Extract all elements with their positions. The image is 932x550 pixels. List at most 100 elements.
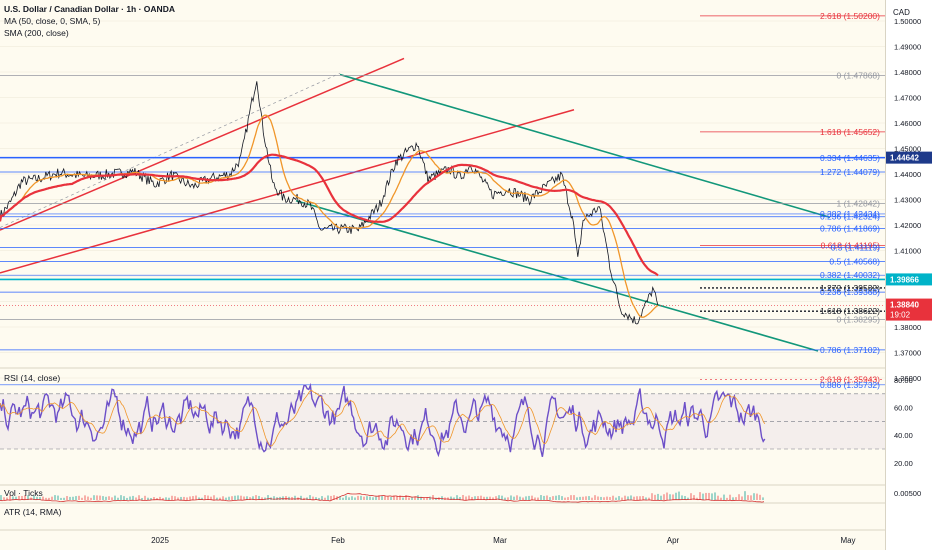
volume-bar [318, 497, 320, 500]
volume-bar [546, 495, 548, 500]
volume-bar [699, 492, 701, 500]
volume-bar [396, 495, 398, 500]
ma50-line [0, 114, 659, 318]
volume-bar [162, 497, 164, 500]
volume-bar [354, 497, 356, 500]
currency-label[interactable]: CAD [893, 8, 910, 17]
volume-bar [564, 497, 566, 500]
fib-level-label: 1.272 (1.44079) [820, 167, 880, 177]
volume-bar [84, 495, 86, 500]
ma-indicator-label[interactable]: MA (50, close, 0, SMA, 5) [4, 16, 101, 26]
volume-bar [639, 496, 641, 500]
rsi-layer [0, 382, 766, 458]
volume-bar [180, 496, 182, 500]
volume-bar [588, 496, 590, 500]
volume-bar [219, 497, 221, 500]
volume-bar [627, 496, 629, 500]
volume-bar [549, 497, 551, 500]
volume-bar [477, 496, 479, 500]
volume-bar [330, 495, 332, 500]
volume-bar [393, 495, 395, 500]
volume-bar [399, 495, 401, 500]
volume-bar [597, 496, 599, 500]
volume-bar [9, 495, 11, 500]
grid-layer [0, 20, 932, 531]
volume-bar [387, 496, 389, 500]
volume-bar [501, 495, 503, 500]
volume-bar [684, 496, 686, 500]
volume-bar [33, 495, 35, 500]
volume-bar [681, 495, 683, 500]
volume-bar [408, 497, 410, 500]
volume-bar [306, 497, 308, 500]
volume-bar [753, 493, 755, 500]
volume-bar [507, 497, 509, 500]
volume-bar [348, 497, 350, 500]
volume-bar [453, 497, 455, 500]
volume-bar [66, 496, 68, 500]
price-line [0, 81, 659, 325]
fib-level-layer [0, 15, 885, 386]
volume-bar [630, 495, 632, 500]
volume-bar [159, 496, 161, 500]
volume-bar [93, 495, 95, 500]
volume-bar [207, 495, 209, 500]
channel-layer [0, 57, 831, 352]
volume-bar [21, 495, 23, 500]
volume-bar [642, 496, 644, 500]
volume-bar [249, 497, 251, 500]
atr-layer [0, 492, 765, 503]
volume-bar [576, 497, 578, 500]
volume-bar [570, 495, 572, 500]
volume-pane-label[interactable]: Vol · Ticks [4, 488, 43, 498]
volume-bar [96, 495, 98, 500]
volume-bar [405, 495, 407, 500]
volume-bar [735, 497, 737, 500]
symbol-title[interactable]: U.S. Dollar / Canadian Dollar · 1h · OAN… [4, 4, 175, 14]
volume-bar [252, 496, 254, 500]
volume-bar [723, 494, 725, 500]
chart-legend: U.S. Dollar / Canadian Dollar · 1h · OAN… [4, 3, 175, 39]
price-axis[interactable] [885, 0, 932, 550]
volume-bar [285, 496, 287, 500]
volume-bar [264, 497, 266, 500]
volume-bar [378, 495, 380, 500]
volume-bar [465, 496, 467, 500]
volume-bar [279, 496, 281, 500]
volume-bar [24, 495, 26, 500]
sma-indicator-label[interactable]: SMA (200, close) [4, 28, 69, 38]
rsi-pane-label[interactable]: RSI (14, close) [4, 373, 61, 383]
volume-bar [315, 497, 317, 500]
volume-bar [420, 496, 422, 500]
volume-bar [225, 497, 227, 500]
volume-bar [102, 496, 104, 500]
volume-bar [237, 495, 239, 500]
volume-bar [345, 495, 347, 500]
volume-bar [660, 495, 662, 500]
volume-bar [129, 496, 131, 500]
fib-level-label: 0.236 (1.42324) [820, 212, 880, 222]
volume-bar [171, 495, 173, 500]
volume-bar [651, 493, 653, 500]
volume-bar [672, 494, 674, 500]
fib-level-label: 0.618 (1.41195) [821, 241, 881, 251]
fib-level-label: 0.382 (1.42434) [820, 209, 880, 219]
volume-bar [426, 497, 428, 500]
volume-bar [108, 496, 110, 500]
volume-bar [615, 497, 617, 500]
volume-bar [513, 496, 515, 500]
volume-bar [558, 495, 560, 500]
volume-bar [567, 497, 569, 500]
volume-bar [582, 496, 584, 500]
volume-bar [51, 496, 53, 500]
atr-pane-label[interactable]: ATR (14, RMA) [4, 507, 62, 517]
volume-bar [42, 496, 44, 500]
volume-bar [90, 497, 92, 500]
volume-layer [0, 491, 764, 500]
volume-bar [603, 497, 605, 500]
fib-level-label: 0 (1.47868) [837, 70, 881, 80]
atr-line [0, 492, 765, 503]
volume-bar [57, 495, 59, 500]
volume-bar [600, 496, 602, 500]
sma200-line [0, 153, 659, 277]
